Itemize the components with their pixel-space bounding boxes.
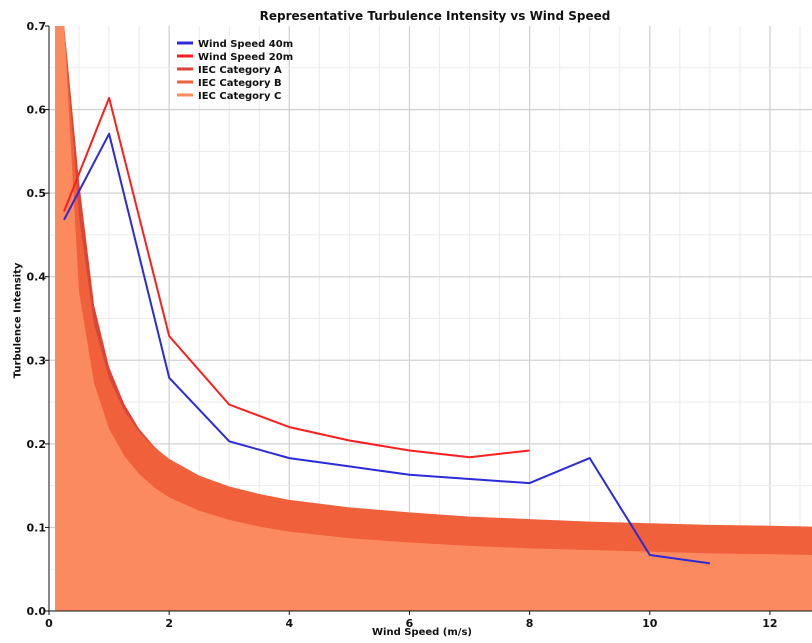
y-tick-label: 0.6 [27, 104, 47, 117]
x-tick-label: 12 [762, 617, 777, 630]
legend-label: Wind Speed 20m [198, 52, 293, 63]
x-tick-label: 0 [45, 617, 53, 630]
legend-label: IEC Category C [198, 91, 281, 102]
legend-label: IEC Category A [198, 65, 282, 76]
series-line-wind-speed-40m [63, 132, 711, 565]
y-tick-label: 0.1 [27, 521, 47, 534]
legend-label: IEC Category B [198, 78, 282, 89]
y-tick-label: 0.7 [27, 20, 47, 33]
y-tick-label: 0.4 [27, 271, 47, 284]
y-tick-label: 0.5 [27, 187, 47, 200]
legend: Wind Speed 40m Wind Speed 20m IEC Category… [177, 39, 293, 102]
legend-label: Wind Speed 40m [198, 39, 293, 50]
x-tick-label: 6 [406, 617, 414, 630]
y-tick-label: 0.2 [27, 438, 47, 451]
x-tick-label: 8 [526, 617, 534, 630]
y-tick-label: 0.0 [27, 605, 47, 618]
area-iec-category-c [55, 26, 812, 611]
y-tick-label: 0.3 [27, 354, 47, 367]
chart-title: Representative Turbulence Intensity vs W… [259, 9, 611, 23]
series-line-wind-speed-20m [63, 96, 530, 459]
x-tick-label: 10 [642, 617, 658, 630]
data-layer [55, 26, 812, 611]
x-axis-label: Wind Speed (m/s) [372, 627, 472, 638]
x-tick-label: 2 [165, 617, 173, 630]
x-tick-label: 4 [285, 617, 293, 630]
